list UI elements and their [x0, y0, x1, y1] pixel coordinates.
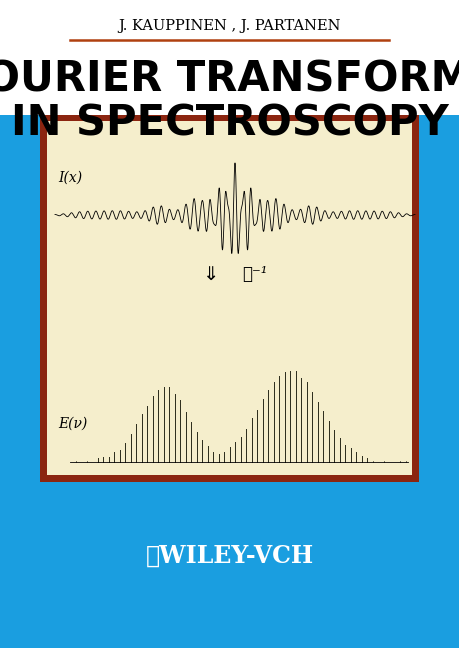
Text: IN SPECTROSCOPY: IN SPECTROSCOPY	[11, 103, 448, 145]
Text: ⇓: ⇓	[202, 264, 218, 284]
Bar	[40, 115, 419, 482]
Bar	[417, 115, 459, 480]
Text: ⓅWILEY-VCH: ⓅWILEY-VCH	[146, 544, 313, 568]
Text: J. KAUPPINEN , J. PARTANEN: J. KAUPPINEN , J. PARTANEN	[118, 19, 341, 33]
Text: I(x): I(x)	[58, 171, 82, 185]
Bar	[0, 115, 42, 480]
Text: FOURIER TRANSFORMS: FOURIER TRANSFORMS	[0, 59, 459, 101]
Text: ℱ⁻¹: ℱ⁻¹	[242, 266, 268, 283]
Bar	[47, 121, 412, 475]
Text: E(ν): E(ν)	[58, 417, 87, 431]
Bar	[0, 478, 459, 648]
